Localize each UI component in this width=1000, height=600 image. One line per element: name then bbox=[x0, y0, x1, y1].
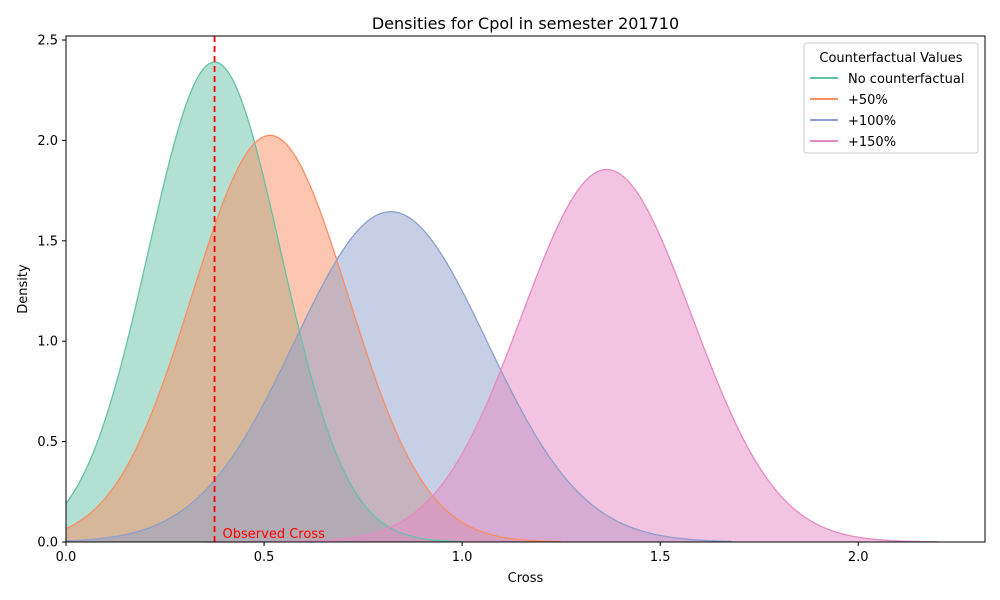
x-tick-label: 1.0 bbox=[452, 550, 473, 565]
legend-label-4: +150% bbox=[848, 135, 896, 150]
density-line-4 bbox=[204, 168, 938, 543]
x-tick-label: 2.0 bbox=[848, 550, 869, 565]
density-line-1 bbox=[65, 61, 463, 543]
x-axis-ticks: 0.0 0.5 1.0 1.5 2.0 bbox=[56, 542, 869, 565]
chart-title: Densities for Cpol in semester 201710 bbox=[372, 14, 679, 33]
observed-line-group: Observed Cross bbox=[213, 36, 326, 542]
y-tick-label: 0.0 bbox=[37, 536, 58, 551]
x-axis-label: Cross bbox=[508, 571, 544, 586]
legend-box bbox=[803, 42, 979, 154]
y-tick-label: 1.5 bbox=[37, 234, 58, 249]
observed-cross-label: Observed Cross bbox=[223, 527, 326, 542]
density-area-3 bbox=[66, 211, 732, 542]
legend-label-2: +50% bbox=[848, 93, 888, 108]
x-tick-label: 1.5 bbox=[650, 550, 671, 565]
density-line-2 bbox=[65, 134, 562, 543]
y-tick-label: 1.0 bbox=[37, 335, 58, 350]
x-tick-label: 0.5 bbox=[254, 550, 275, 565]
density-lines bbox=[65, 61, 938, 543]
y-tick-label: 0.5 bbox=[37, 435, 58, 450]
legend-items: No counterfactual +50% +100% +150% bbox=[810, 72, 964, 150]
legend-label-3: +100% bbox=[848, 114, 896, 129]
density-line-3 bbox=[65, 211, 732, 543]
plot-frame bbox=[65, 35, 986, 543]
y-axis-ticks: 0.0 0.5 1.0 1.5 2.0 2.5 bbox=[37, 34, 66, 551]
y-tick-label: 2.5 bbox=[37, 34, 58, 49]
legend-title: Counterfactual Values bbox=[819, 51, 962, 66]
legend-label-1: No counterfactual bbox=[848, 72, 964, 87]
y-tick-label: 2.0 bbox=[37, 134, 58, 149]
legend: Counterfactual Values No counterfactual +… bbox=[803, 42, 979, 154]
y-axis-label: Density bbox=[16, 264, 31, 314]
x-tick-label: 0.0 bbox=[56, 550, 77, 565]
density-area-4 bbox=[204, 169, 938, 543]
